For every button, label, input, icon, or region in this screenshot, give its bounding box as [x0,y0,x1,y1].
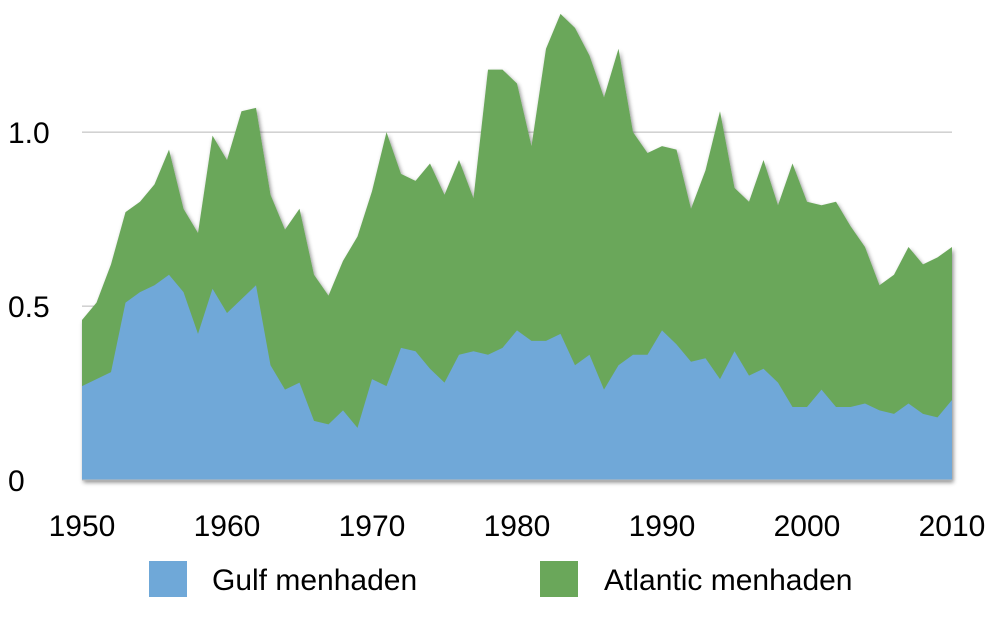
axes: 0 0.5 1.0 1950 1960 1970 1980 1990 2000 2010 [8,117,985,543]
x-tick-label: 1970 [339,510,406,543]
y-tick-label: 0.5 [8,291,50,324]
x-tick-label: 1950 [49,510,116,543]
area-gulf-menhaden [82,274,952,480]
legend-swatch [540,561,578,597]
legend-item: Gulf menhaden [149,561,417,597]
plot-areas [82,13,952,480]
x-tick-label: 1990 [629,510,696,543]
legend-swatch [149,561,187,597]
y-tick-label: 1.0 [8,117,50,150]
y-tick-label: 0 [8,465,25,498]
legend-label: Gulf menhaden [212,564,417,597]
legend: Gulf menhaden Atlantic menhaden [149,561,853,597]
x-tick-label: 2000 [774,510,841,543]
legend-item: Atlantic menhaden [540,561,853,597]
x-tick-label: 2010 [919,510,986,543]
x-tick-label: 1980 [484,510,551,543]
legend-label: Atlantic menhaden [604,564,853,597]
x-tick-label: 1960 [194,510,261,543]
